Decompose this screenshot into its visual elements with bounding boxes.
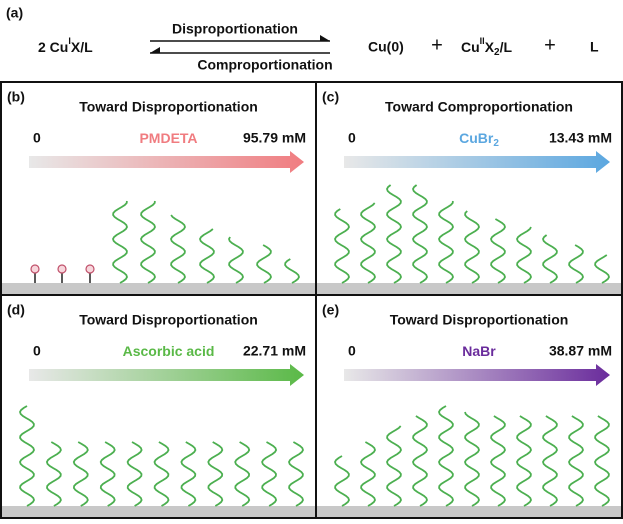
panel: (c) Toward Comproportionation 0 CuBr2 13.43 … [316, 82, 622, 295]
end-label: 22.71 mM [243, 343, 306, 359]
polymer-chain [208, 442, 222, 506]
gradient-arrow [29, 151, 304, 173]
polymer-chain [200, 229, 214, 283]
polymer-chain [74, 442, 88, 506]
polymer-chain [595, 255, 609, 283]
polymer-chain [543, 416, 557, 506]
polymer-chain [335, 209, 349, 283]
panel-label: (b) [7, 89, 25, 105]
backward-label: Comproportionation [197, 57, 332, 73]
polymer-chain [595, 416, 609, 506]
panel-title: Toward Disproportionation [390, 312, 569, 328]
reagent-label: Ascorbic acid [123, 343, 215, 359]
initiator [31, 265, 39, 273]
polymer-chain [285, 259, 299, 283]
polymer-chain [335, 456, 349, 506]
polymer-chain [141, 201, 155, 283]
gradient-arrow [344, 151, 610, 173]
polymer-chain [569, 416, 583, 506]
start-label: 0 [33, 130, 41, 146]
product: Cu(0) [368, 39, 404, 55]
polymer-chain [181, 442, 195, 506]
end-label: 38.87 mM [549, 343, 612, 359]
plus: + [544, 34, 556, 56]
polymer-chain [569, 245, 583, 283]
figure: (a) 2 CuIX/L Disproportionation Compropo… [0, 0, 623, 519]
polymer-chain [289, 442, 303, 506]
panel: (d) Toward Disproportionation 0 Ascorbic ac… [1, 295, 316, 518]
gradient-arrow [344, 364, 610, 386]
polymer-chain [361, 203, 375, 283]
product: CuIIX2/L [461, 36, 512, 57]
polymer-chain [361, 442, 375, 506]
panel-label: (e) [322, 302, 339, 318]
initiator [86, 265, 94, 273]
start-label: 0 [33, 343, 41, 359]
polymer-chain [543, 235, 557, 283]
surface [2, 283, 315, 294]
surface [317, 506, 621, 517]
panel-label: (a) [6, 5, 23, 21]
start-label: 0 [348, 343, 356, 359]
forward-label: Disproportionation [172, 21, 298, 37]
polymer-chain [171, 215, 185, 283]
polymer-chain [387, 185, 401, 283]
polymer-chain [128, 442, 142, 506]
reagent-label: CuBr2 [459, 130, 499, 149]
surface [317, 283, 621, 294]
polymer-chain [465, 211, 479, 283]
polymer-chain [262, 442, 276, 506]
polymer-chain [229, 237, 243, 283]
start-label: 0 [348, 130, 356, 146]
polymer-chain [113, 201, 127, 283]
surface [2, 506, 315, 517]
polymer-chain [491, 416, 505, 506]
polymer-chain [387, 426, 401, 506]
reagent-label: PMDETA [139, 130, 197, 146]
panel-title: Toward Disproportionation [79, 312, 258, 328]
polymer-chain [439, 406, 453, 506]
reaction-scheme: (a) 2 CuIX/L Disproportionation Compropo… [6, 5, 599, 73]
panel: (e) Toward Disproportionation 0 NaBr 38.87 m… [316, 295, 622, 518]
panel-label: (c) [322, 89, 339, 105]
reagent-label: NaBr [462, 343, 496, 359]
polymer-chain [517, 416, 531, 506]
polymer-chain [491, 219, 505, 283]
polymer-chain [155, 442, 169, 506]
polymer-chain [257, 245, 271, 283]
panel-title: Toward Disproportionation [79, 99, 258, 115]
polymer-chain [101, 442, 115, 506]
panels: (b) Toward Disproportionation 0 PMDETA 95.79… [1, 82, 622, 518]
gradient-arrow [29, 364, 304, 386]
initiator [58, 265, 66, 273]
polymer-chain [465, 412, 479, 506]
end-label: 95.79 mM [243, 130, 306, 146]
panel-label: (d) [7, 302, 25, 318]
polymer-chain [413, 185, 427, 283]
panel-title: Toward Comproportionation [385, 99, 573, 115]
plus: + [431, 34, 443, 56]
polymer-chain [20, 406, 34, 506]
product: L [590, 39, 599, 55]
polymer-chain [235, 442, 249, 506]
polymer-chain [439, 201, 453, 283]
polymer-chain [413, 416, 427, 506]
polymer-chain [517, 227, 531, 283]
polymer-chain [47, 442, 61, 506]
reactant: 2 CuIX/L [38, 36, 93, 54]
panel: (b) Toward Disproportionation 0 PMDETA 95.79… [1, 82, 316, 295]
end-label: 13.43 mM [549, 130, 612, 146]
